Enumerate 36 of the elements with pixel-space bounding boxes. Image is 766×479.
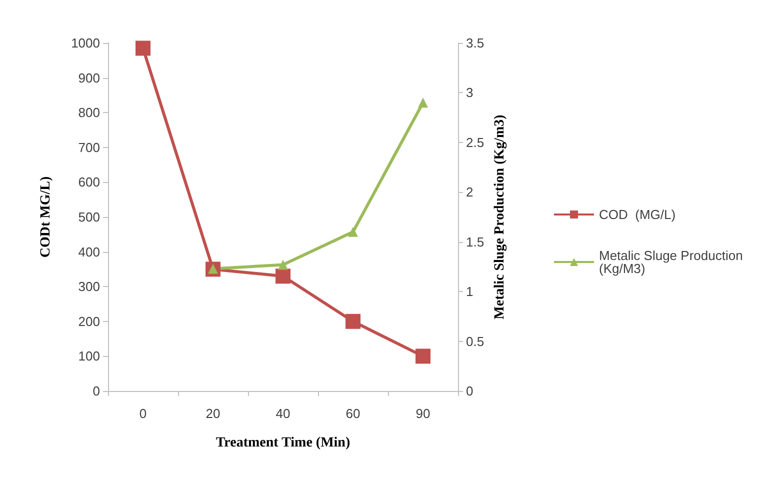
y2-tick-label: 1 <box>466 284 474 300</box>
x-tick-label: 40 <box>276 406 290 421</box>
y-tick-label: 700 <box>78 140 100 155</box>
y2-tick-label: 2 <box>466 184 474 200</box>
y2-tick-label: 0.5 <box>466 334 484 349</box>
legend-label: COD (MG/L) <box>599 207 676 222</box>
y2-axis-title: Metalic Sluge Production (Kg/m3) <box>492 114 508 320</box>
y-axis-title: CODt MG/L) <box>38 176 54 258</box>
y-tick-label: 500 <box>78 210 100 224</box>
point <box>418 98 428 108</box>
x-axis-title: Treatment Time (Min) <box>216 436 350 450</box>
y-tick-label: 300 <box>78 279 100 294</box>
point <box>346 314 360 329</box>
y-tick-label: 800 <box>78 105 100 120</box>
y2-tick-label: 1.5 <box>466 234 484 250</box>
point <box>278 260 288 270</box>
y-tick-label: 1000 <box>71 36 100 50</box>
point <box>348 226 358 237</box>
y-tick-label: 600 <box>78 174 100 190</box>
y-tick-label: 200 <box>78 314 100 329</box>
y2-tick-label: 2.5 <box>466 134 484 150</box>
x-tick-label: 20 <box>206 406 220 421</box>
y-tick-label: 400 <box>78 244 100 260</box>
point <box>136 40 150 56</box>
y2-tick-label: 0 <box>466 384 474 398</box>
y2-tick-label: 3 <box>466 85 474 100</box>
y-tick-label: 0 <box>92 384 100 398</box>
y-tick-label: 900 <box>78 70 100 86</box>
y-tick-label: 100 <box>78 348 100 364</box>
point <box>416 348 430 364</box>
y2-tick-label: 3.5 <box>466 36 484 50</box>
point <box>276 268 290 284</box>
x-tick-label: 90 <box>416 406 430 421</box>
x-tick-label: 0 <box>139 406 147 421</box>
x-tick-label: 60 <box>346 406 360 421</box>
legend-label: Metalic Sluge Production (Kg/M3) <box>599 248 746 276</box>
